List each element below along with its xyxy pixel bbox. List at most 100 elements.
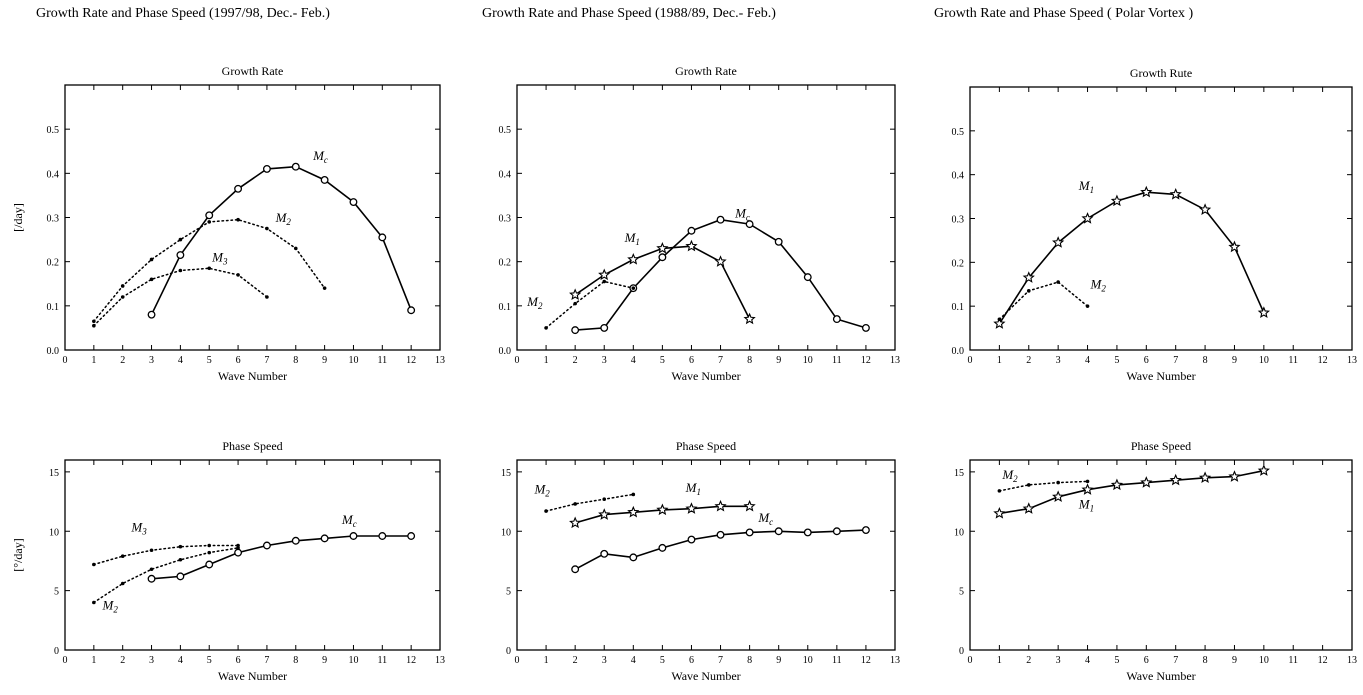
y-tick-label: 5 <box>959 587 964 598</box>
data-point-m1 <box>569 288 582 301</box>
x-tick-label: 0 <box>968 355 973 366</box>
y-tick-label: 15 <box>954 468 964 479</box>
data-point-m2 <box>120 581 125 586</box>
x-tick-label: 13 <box>435 355 445 366</box>
series-label: M3 <box>130 519 147 536</box>
data-point-m1 <box>1052 490 1065 503</box>
data-point-m2 <box>1026 289 1031 293</box>
x-tick-label: 0 <box>63 355 68 366</box>
x-tick-label: 8 <box>1203 355 1208 366</box>
plot-frame <box>64 84 441 351</box>
x-tick-label: 4 <box>1085 355 1090 366</box>
x-tick-label: 6 <box>1144 655 1149 666</box>
data-point-m2 <box>631 492 636 497</box>
x-tick-label: 5 <box>1114 655 1119 666</box>
data-point-m2 <box>573 502 577 506</box>
x-tick-label: 6 <box>689 655 694 666</box>
data-point-m2 <box>92 600 96 605</box>
data-point-mc <box>147 574 156 583</box>
series-label: Mc <box>734 206 750 223</box>
y-tick-label: 15 <box>49 468 59 479</box>
series-line-mc <box>150 535 413 580</box>
x-tick-label: 12 <box>406 655 416 666</box>
data-point-mc <box>320 176 329 184</box>
series-label: M2 <box>102 598 119 615</box>
data-point-m3 <box>120 295 125 299</box>
y-tick-label: 5 <box>506 587 511 598</box>
data-point-mc <box>407 532 416 540</box>
data-point-m1 <box>656 241 669 254</box>
series-label: M1 <box>1078 497 1094 514</box>
x-tick-label: 7 <box>1173 355 1178 366</box>
x-tick-label: 1 <box>91 355 96 366</box>
data-point-mc <box>687 535 696 544</box>
x-tick-label: 3 <box>602 355 607 366</box>
series-line-m2 <box>93 547 239 604</box>
y-tick-label: 0 <box>54 646 59 657</box>
x-tick-label: 6 <box>236 355 241 366</box>
series-label: M2 <box>533 481 550 498</box>
x-tick-label: 12 <box>861 655 871 666</box>
data-point-m3 <box>236 273 240 277</box>
series-line-m1 <box>998 469 1265 515</box>
series-label: Mc <box>341 512 357 529</box>
data-point-m2 <box>178 237 183 242</box>
data-point-m2 <box>207 550 212 555</box>
data-point-m1 <box>993 317 1006 329</box>
x-tick-label: 9 <box>322 655 327 666</box>
data-point-m3 <box>207 543 212 548</box>
data-point-m1 <box>1169 473 1182 486</box>
data-point-m2 <box>265 226 269 231</box>
x-axis-title: Wave Number <box>218 369 287 383</box>
data-point-mc <box>262 164 271 173</box>
data-point-mc <box>600 323 609 332</box>
y-axis-title: [°/day] <box>11 538 25 571</box>
x-tick-label: 0 <box>968 655 973 666</box>
x-tick-label: 2 <box>573 355 578 366</box>
data-point-m2 <box>1056 480 1060 485</box>
plot-frame <box>64 459 441 651</box>
data-point-m3 <box>265 295 269 299</box>
data-point-m3 <box>149 548 154 553</box>
data-point-m1 <box>1110 194 1124 207</box>
data-point-m2 <box>149 567 154 572</box>
x-tick-label: 7 <box>718 655 723 666</box>
x-tick-label: 9 <box>1232 355 1237 366</box>
data-point-m1 <box>1198 203 1212 215</box>
x-tick-label: 4 <box>178 355 183 366</box>
data-point-mc <box>658 543 667 552</box>
data-point-m2 <box>1085 304 1090 308</box>
y-tick-label: 0.1 <box>47 302 60 313</box>
data-point-mc <box>262 541 271 550</box>
x-tick-label: 3 <box>602 655 607 666</box>
data-point-m1 <box>1228 470 1241 482</box>
panel-title: Phase Speed <box>1131 439 1191 453</box>
data-point-mc <box>861 323 870 332</box>
series-line-mc <box>574 218 867 331</box>
data-point-m1 <box>1081 212 1094 224</box>
data-point-m1 <box>627 505 640 518</box>
x-tick-label: 9 <box>1232 655 1237 666</box>
data-point-m1 <box>598 268 611 281</box>
series-label: Mc <box>757 510 773 527</box>
y-tick-label: 0.2 <box>499 258 512 269</box>
data-point-mc <box>861 526 870 535</box>
plot-frame <box>969 459 1353 651</box>
data-point-mc <box>176 572 185 581</box>
column-title-1988-89: Growth Rate and Phase Speed (1988/89, De… <box>482 6 776 21</box>
column-title-1997-98: Growth Rate and Phase Speed (1997/98, De… <box>36 6 330 21</box>
x-tick-label: 3 <box>149 355 154 366</box>
x-tick-label: 10 <box>1259 655 1269 666</box>
y-tick-label: 0.4 <box>499 169 512 180</box>
x-tick-label: 8 <box>747 355 752 366</box>
series-label: M1 <box>1078 178 1094 195</box>
series-label: M1 <box>624 230 640 247</box>
y-tick-label: 10 <box>954 527 964 538</box>
data-point-m2 <box>602 279 607 284</box>
data-point-mc <box>147 310 156 319</box>
x-tick-label: 12 <box>406 355 416 366</box>
data-point-m2 <box>573 301 577 306</box>
data-point-m2 <box>322 286 327 290</box>
x-tick-label: 5 <box>1114 355 1119 366</box>
data-point-mc <box>291 162 300 171</box>
